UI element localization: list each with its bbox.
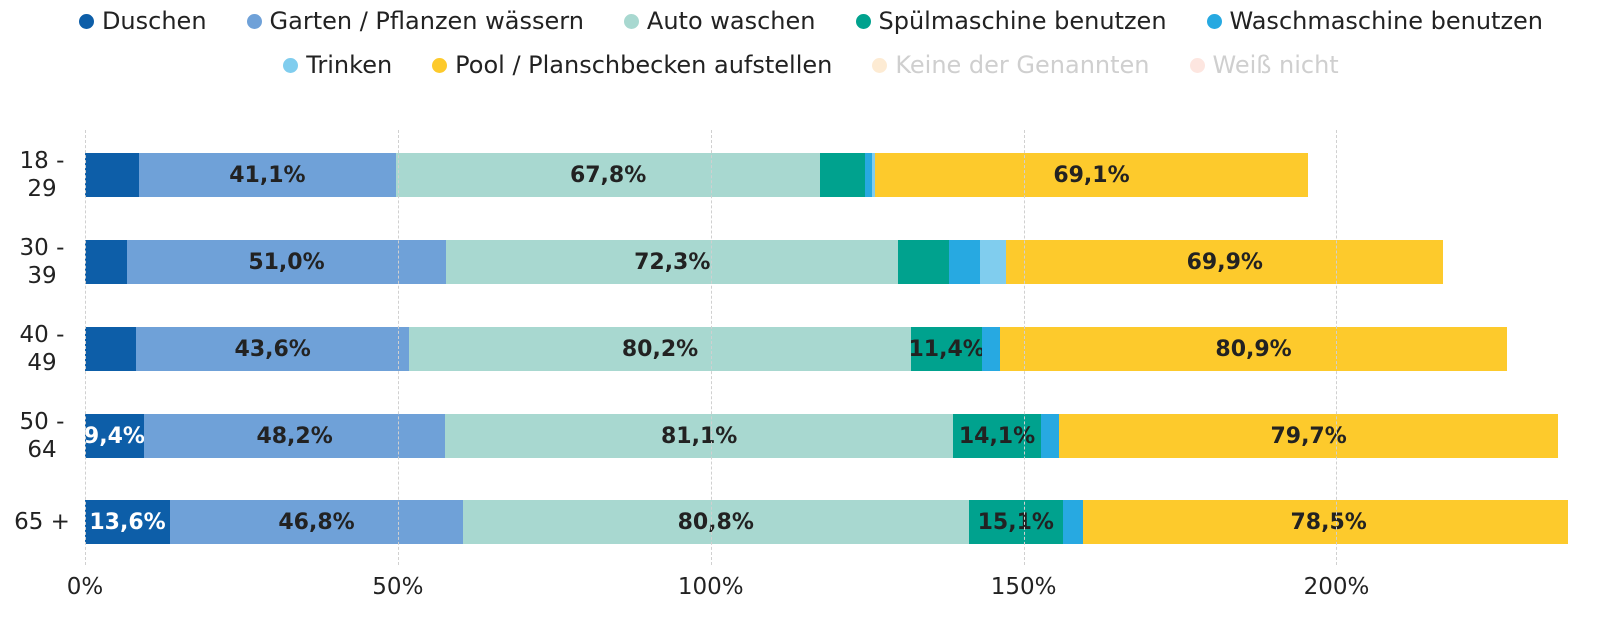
bar-segment: 46,8%	[170, 500, 463, 544]
data-label: 51,0%	[248, 249, 325, 275]
y-tick-label: 30 - 39	[19, 235, 65, 289]
bar-segment: 15,1%	[968, 500, 1064, 544]
data-label: 67,8%	[569, 162, 647, 188]
bar-segment	[979, 240, 1007, 284]
x-tick-label: 150%	[990, 574, 1057, 600]
data-label: 72,3%	[634, 249, 711, 275]
y-tick-label: 18 - 29	[19, 148, 65, 202]
bar-segment: 80,9%	[1000, 327, 1507, 371]
legend-item[interactable]: Duschen	[78, 4, 207, 38]
bar-segment: 43,6%	[136, 327, 410, 371]
x-tick-label: 50%	[372, 574, 424, 600]
legend-item[interactable]: Keine der Genannten	[872, 48, 1150, 82]
y-tick-label: 50 - 64	[19, 409, 65, 463]
legend-item[interactable]: Trinken	[283, 48, 392, 82]
grid-line	[85, 130, 86, 565]
bar-segment: 13,6%	[85, 500, 171, 544]
bar-segment	[85, 240, 127, 284]
data-label: 78,5%	[1290, 509, 1367, 535]
bar-segment: 78,5%	[1083, 500, 1568, 544]
data-label: 15,1%	[977, 509, 1054, 535]
y-tick-label: 65 +	[14, 509, 70, 535]
bar-segment: 72,3%	[446, 240, 899, 284]
bar-segment: 51,0%	[126, 240, 447, 284]
bar-segment	[871, 153, 876, 197]
data-label: 14,1%	[958, 423, 1036, 449]
legend-item[interactable]: Weiß nicht	[1189, 48, 1339, 82]
bar-segment	[1041, 414, 1060, 458]
bar-segment	[865, 153, 872, 197]
bar-segment: 11,4%	[910, 327, 983, 371]
bar-segment	[820, 153, 866, 197]
data-label: 80,8%	[677, 509, 754, 535]
x-tick-label: 100%	[677, 574, 744, 600]
legend-marker	[78, 13, 94, 29]
bar-segment: 67,8%	[395, 153, 821, 197]
bar-segment	[85, 153, 139, 197]
bar-segment	[85, 327, 137, 371]
bar-segment	[1063, 500, 1084, 544]
legend-item[interactable]: Garten / Pflanzen wässern	[246, 4, 584, 38]
bar-segment: 80,8%	[462, 500, 969, 544]
bar-segment: 14,1%	[952, 414, 1042, 458]
bar-segment	[898, 240, 949, 284]
legend-marker	[246, 13, 262, 29]
legend-label: Duschen	[101, 7, 207, 35]
data-label: 79,7%	[1270, 423, 1347, 449]
data-label: 69,9%	[1186, 249, 1263, 275]
bar-segment: 9,4%	[85, 414, 144, 458]
legend-label: Pool / Planschbecken aufstellen	[455, 51, 833, 79]
legend-item[interactable]: Auto waschen	[623, 4, 816, 38]
data-label: 46,8%	[278, 509, 355, 535]
grid-line	[397, 130, 399, 565]
plot-area: 41,1% 67,8% 69,1% 51,0% 72,3% 69,9% 43,6% 80,2%…	[85, 130, 1568, 565]
legend-marker	[432, 57, 448, 73]
bar-segment: 69,9%	[1006, 240, 1444, 284]
data-label: 48,2%	[256, 423, 333, 449]
x-tick-label: 0%	[66, 574, 104, 600]
data-label: 43,6%	[234, 336, 311, 362]
data-label: 69,1%	[1053, 162, 1130, 188]
legend-label: Auto waschen	[646, 7, 816, 35]
grid-line	[1023, 130, 1025, 565]
data-label: 81,1%	[660, 423, 738, 449]
bar-segment: 48,2%	[143, 414, 446, 458]
bar-segment: 80,2%	[409, 327, 911, 371]
legend-marker	[855, 13, 871, 29]
grid-line	[1336, 130, 1338, 565]
data-label: 80,2%	[621, 336, 699, 362]
bar-segment	[982, 327, 1001, 371]
legend-label: Trinken	[306, 51, 393, 79]
data-label: 11,4%	[910, 336, 983, 362]
bar-segment: 69,1%	[875, 153, 1308, 197]
data-label: 80,9%	[1215, 336, 1292, 362]
legend-item[interactable]: Spülmaschine benutzen	[855, 4, 1167, 38]
legend-label: Spülmaschine benutzen	[878, 7, 1167, 35]
legend-label: Waschmaschine benutzen	[1229, 7, 1544, 35]
legend-marker	[283, 57, 299, 73]
y-tick-label: 40 - 49	[19, 322, 65, 376]
bar-segment: 41,1%	[138, 153, 396, 197]
grid-line	[710, 130, 712, 565]
legend-label: Weiß nicht	[1212, 51, 1339, 79]
data-label: 13,6%	[89, 509, 166, 535]
data-label: 41,1%	[229, 162, 306, 188]
bar-segment: 79,7%	[1059, 414, 1558, 458]
legend-marker	[1189, 57, 1205, 73]
legend-label: Garten / Pflanzen wässern	[269, 7, 584, 35]
legend-marker	[872, 57, 888, 73]
legend-label: Keine der Genannten	[895, 51, 1150, 79]
legend-marker	[1206, 13, 1222, 29]
legend-item[interactable]: Pool / Planschbecken aufstellen	[432, 48, 832, 82]
bar-segment: 81,1%	[445, 414, 953, 458]
legend-item[interactable]: Waschmaschine benutzen	[1206, 4, 1544, 38]
legend-marker	[623, 13, 639, 29]
legend: Duschen Garten / Pflanzen wässern Auto was…	[0, 0, 1622, 82]
data-label: 9,4%	[85, 423, 144, 449]
x-tick-label: 200%	[1303, 574, 1370, 600]
bar-segment	[948, 240, 980, 284]
